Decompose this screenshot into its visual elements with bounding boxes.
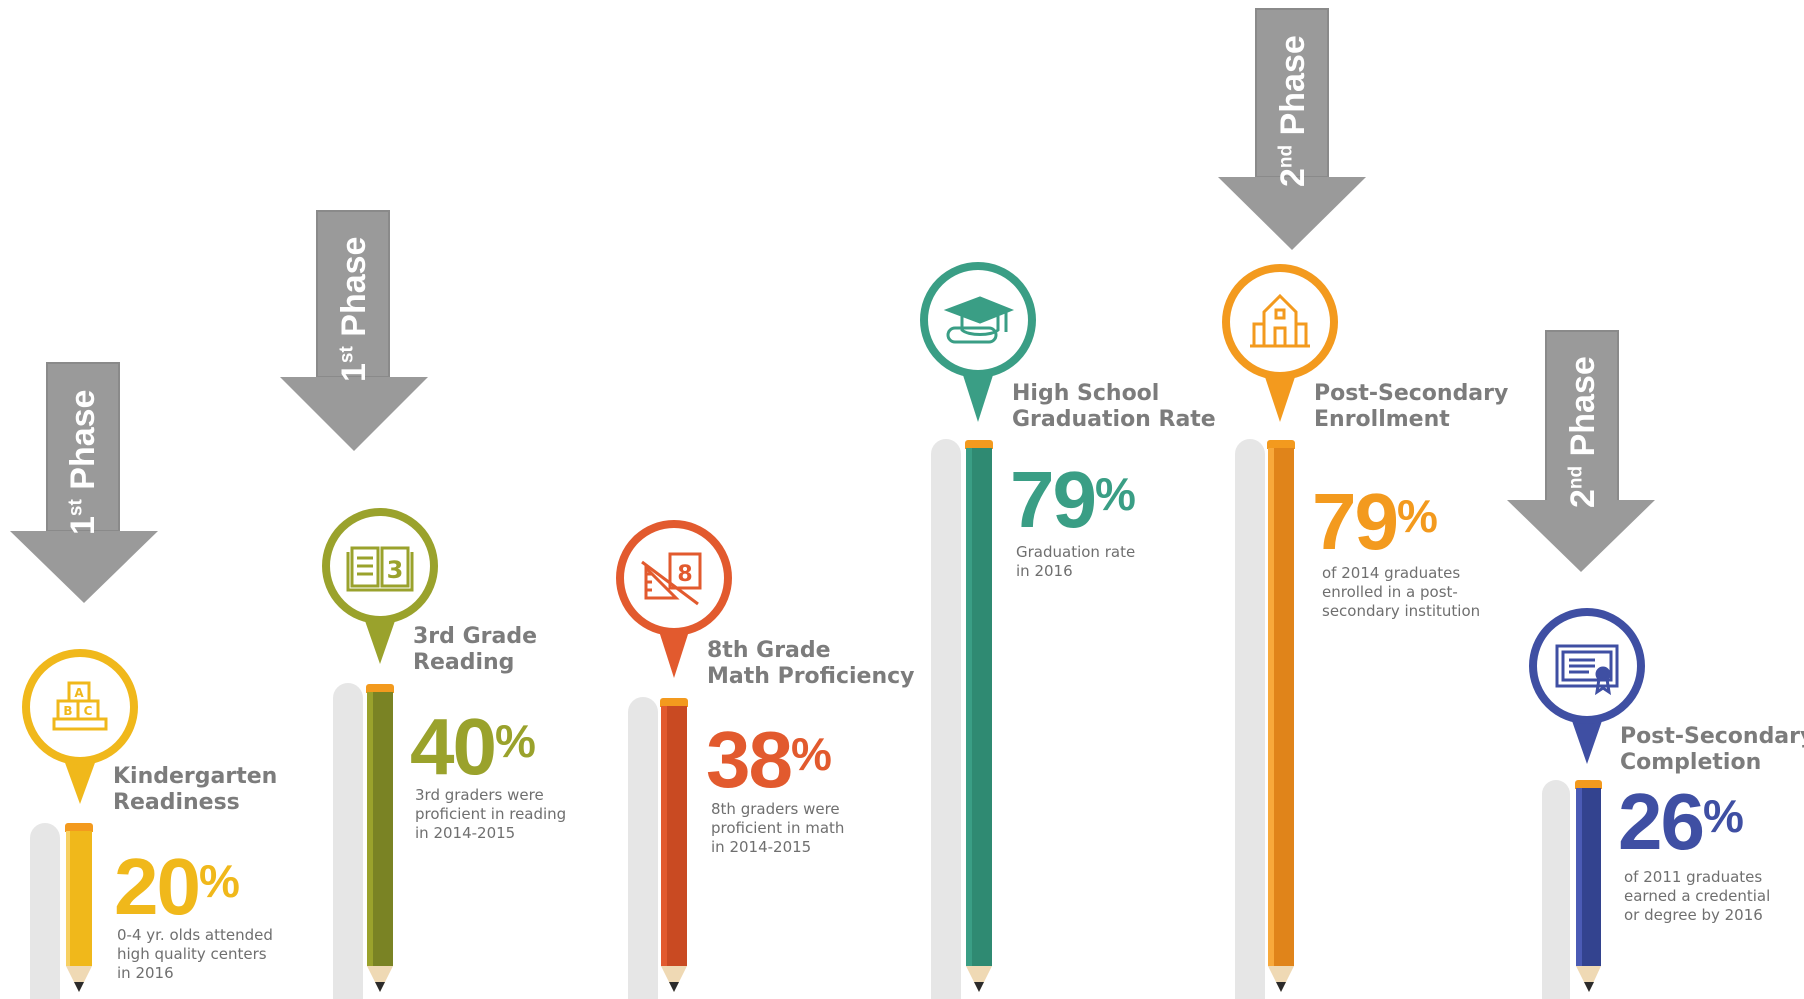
pencil-lead — [375, 982, 385, 992]
pencil-shadow — [628, 697, 658, 999]
metric-description: 8th graders were proficient in math in 201… — [711, 800, 845, 856]
phase-label-2: 1st Phase — [335, 236, 373, 382]
pencil-shadow — [30, 823, 60, 999]
graduation-cap-icon — [943, 296, 1015, 344]
metric-description: of 2014 graduates enrolled in a post-seco… — [1322, 564, 1481, 620]
phase-label-4: 2nd Phase — [1564, 356, 1602, 508]
metric-value: 79% — [1010, 455, 1136, 544]
svg-text:8: 8 — [677, 562, 692, 587]
pencil-lead — [74, 982, 84, 992]
pencil-body — [661, 706, 687, 966]
pencil-lead — [1276, 982, 1286, 992]
pin-pointer — [658, 628, 690, 678]
pencil-shadow — [931, 439, 961, 999]
math-ruler-icon: 8 — [641, 552, 702, 606]
metric-title: Post-Secondary Completion — [1620, 724, 1804, 775]
pencil-body — [66, 831, 92, 966]
metric-description: of 2011 graduates earned a credential or d… — [1624, 868, 1771, 924]
metric-title: Kindergarten Readiness — [113, 764, 278, 815]
pencil-body — [1268, 448, 1294, 966]
metric-title: High School Graduation Rate — [1012, 381, 1216, 432]
pencil-lead — [669, 982, 679, 992]
metric-description: 3rd graders were proficient in reading in … — [415, 786, 567, 842]
certificate-icon — [1555, 644, 1619, 696]
pencil-ferrule — [965, 440, 993, 449]
pencil-ferrule — [1575, 780, 1602, 789]
metric-title: Post-Secondary Enrollment — [1314, 381, 1509, 432]
abc-blocks-icon: AB C — [52, 681, 108, 731]
pin-circle: 3 — [322, 508, 438, 624]
pencil-body — [966, 448, 992, 966]
svg-text:C: C — [84, 704, 93, 718]
phase-label-3: 2nd Phase — [1274, 35, 1312, 187]
metric-value: 20% — [114, 842, 240, 931]
pin-pointer — [1571, 718, 1603, 764]
pencil-body — [367, 692, 393, 966]
pin-pointer — [1264, 374, 1296, 422]
metric-title: 3rd Grade Reading — [413, 624, 537, 675]
pin-circle — [1529, 608, 1645, 724]
pin-circle — [1222, 264, 1338, 380]
pencil-ferrule — [65, 823, 93, 832]
pencil-ferrule — [1267, 440, 1295, 449]
metric-description: Graduation rate in 2016 — [1016, 543, 1136, 580]
pin-pointer — [64, 760, 96, 804]
metric-title: 8th Grade Math Proficiency — [707, 638, 915, 689]
metric-value: 79% — [1312, 477, 1438, 566]
metric-description: 0-4 yr. olds attended high quality center… — [117, 926, 273, 982]
svg-text:3: 3 — [387, 556, 404, 584]
pencil-shadow — [1235, 439, 1265, 999]
pencil-shadow — [333, 683, 363, 999]
pin-circle: 8 — [616, 520, 732, 636]
svg-text:A: A — [74, 686, 84, 700]
pin-pointer — [364, 618, 396, 664]
open-book-icon: 3 — [346, 546, 414, 592]
metric-value: 40% — [410, 702, 536, 791]
metric-value: 26% — [1618, 777, 1744, 866]
phase-label-1: 1st Phase — [64, 389, 102, 535]
pin-pointer — [962, 372, 994, 422]
pencil-ferrule — [660, 698, 688, 707]
pin-circle — [920, 262, 1036, 378]
pencil-ferrule — [366, 684, 394, 693]
svg-text:B: B — [63, 704, 72, 718]
metric-value: 38% — [706, 715, 832, 804]
pencil-lead — [1584, 982, 1594, 992]
pencil-body — [1576, 788, 1601, 966]
school-building-icon — [1250, 293, 1310, 348]
pencil-shadow — [1542, 780, 1570, 999]
pencil-lead — [974, 982, 984, 992]
